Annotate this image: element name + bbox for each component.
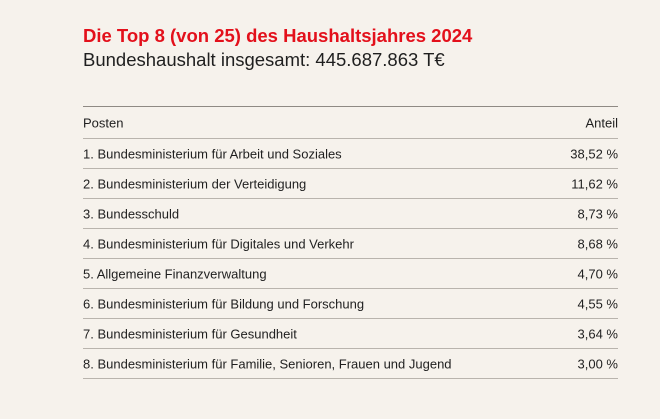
row-anteil: 3,00 % (577, 356, 618, 371)
row-anteil: 38,52 % (570, 146, 618, 161)
page-title: Die Top 8 (von 25) des Haushaltsjahres 2… (83, 25, 473, 46)
table-row: 3. Bundesschuld 8,73 % (83, 198, 618, 228)
table-bottom-rule (83, 378, 618, 379)
table-row: 7. Bundesministerium für Gesundheit 3,64… (83, 318, 618, 348)
table-row: 2. Bundesministerium der Verteidigung 11… (83, 168, 618, 198)
row-posten: 8. Bundesministerium für Familie, Senior… (83, 356, 452, 371)
row-posten: 4. Bundesministerium für Digitales und V… (83, 236, 354, 251)
header-anteil: Anteil (585, 115, 618, 130)
row-anteil: 8,68 % (577, 236, 618, 251)
row-posten: 2. Bundesministerium der Verteidigung (83, 176, 307, 191)
table-row: 8. Bundesministerium für Familie, Senior… (83, 348, 618, 378)
header-posten: Posten (83, 115, 124, 130)
row-posten: 7. Bundesministerium für Gesundheit (83, 326, 297, 341)
row-posten: 3. Bundesschuld (83, 206, 180, 221)
table-row: 1. Bundesministerium für Arbeit und Sozi… (83, 138, 618, 168)
row-posten: 1. Bundesministerium für Arbeit und Sozi… (83, 146, 342, 161)
table-header: Posten Anteil (83, 106, 618, 138)
row-anteil: 11,62 % (571, 176, 618, 191)
table-row: 6. Bundesministerium für Bildung und For… (83, 288, 618, 318)
row-anteil: 8,73 % (577, 206, 618, 221)
row-posten: 5. Allgemeine Finanzverwaltung (83, 266, 267, 281)
row-anteil: 3,64 % (577, 326, 618, 341)
row-anteil: 4,70 % (577, 266, 618, 281)
budget-table: Posten Anteil 1. Bundesministerium für A… (83, 106, 618, 379)
row-posten: 6. Bundesministerium für Bildung und For… (83, 296, 365, 311)
table-row: 5. Allgemeine Finanzverwaltung 4,70 % (83, 258, 618, 288)
table-row: 4. Bundesministerium für Digitales und V… (83, 228, 618, 258)
page-subtitle: Bundeshaushalt insgesamt: 445.687.863 T€ (83, 49, 445, 70)
row-anteil: 4,55 % (577, 296, 618, 311)
